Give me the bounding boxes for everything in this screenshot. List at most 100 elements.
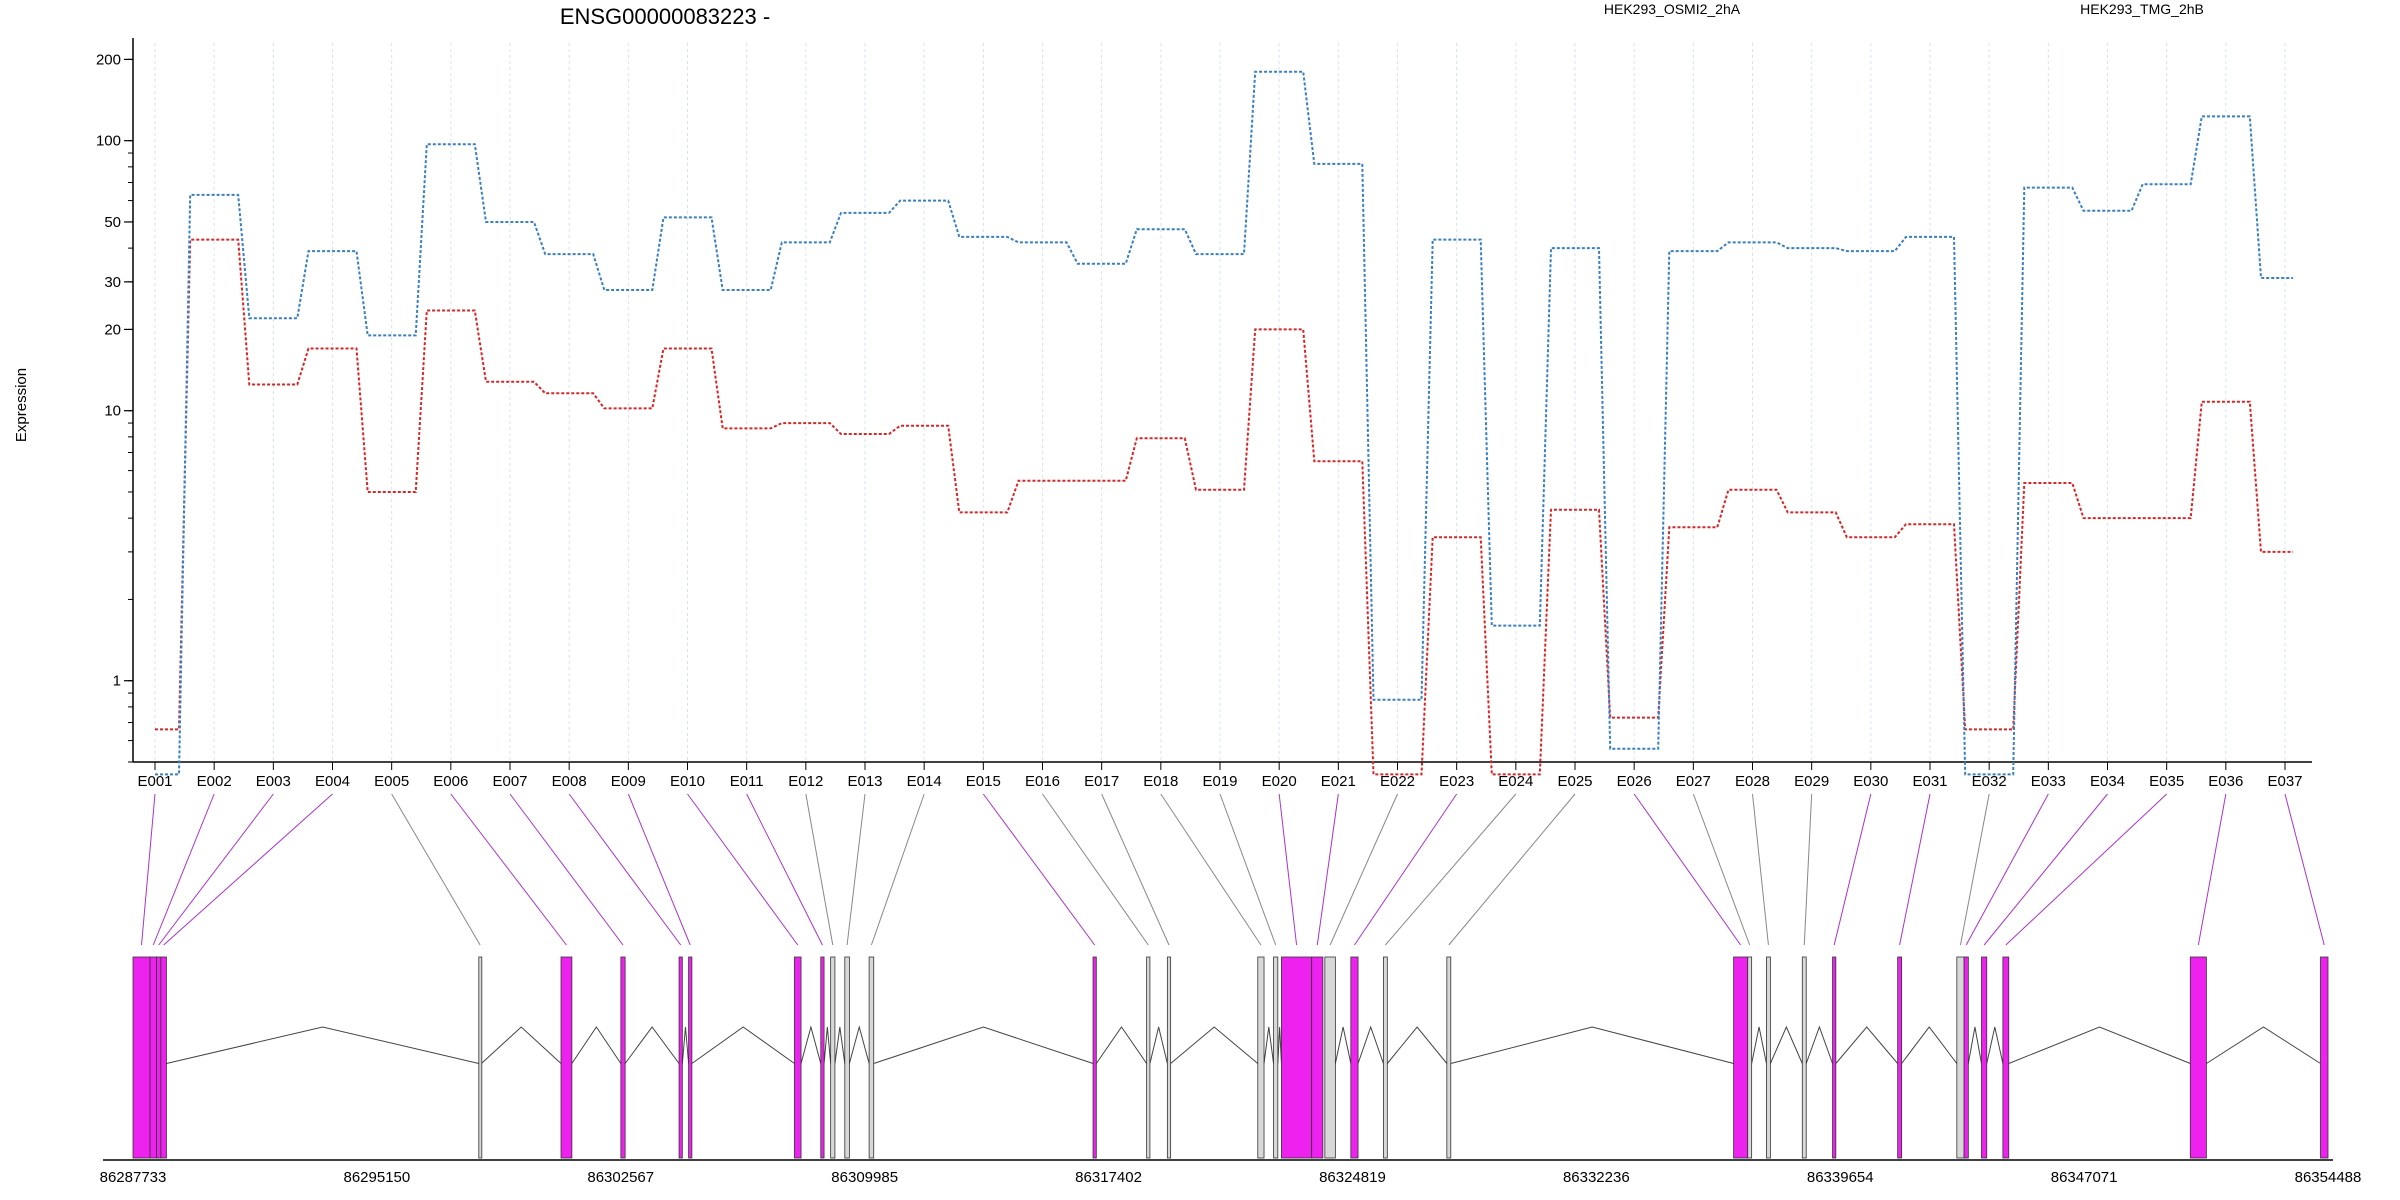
connector-e023 [1354, 793, 1458, 946]
connector-e006 [450, 793, 567, 946]
exon-box-e026 [1733, 956, 1749, 1159]
genome-tick-label: 86287733 [100, 1169, 167, 1186]
x-tick-label-e036: E036 [2208, 773, 2243, 790]
intron-line [848, 1025, 870, 1064]
axes: 1 10 20 30 50 100 200 E001 E002 E003 E004 E005 E006 E… [96, 38, 2312, 790]
exon-box-e030 [1832, 956, 1837, 1159]
y-tick-label: 200 [96, 51, 121, 68]
x-tick-label-e028: E028 [1735, 773, 1770, 790]
connector-e018 [1160, 793, 1262, 946]
x-tick-label-e035: E035 [2149, 773, 2184, 790]
connector-e008 [568, 793, 682, 946]
exon-box-e023 [1350, 956, 1359, 1159]
exon-box-e007 [620, 956, 626, 1159]
intron-line [1357, 1025, 1384, 1064]
intron-line [571, 1026, 622, 1064]
series-line-1 [155, 238, 2293, 776]
x-tick-label-e034: E034 [2090, 773, 2125, 790]
x-tick-label-e037: E037 [2267, 773, 2302, 790]
connector-e037 [2284, 793, 2325, 946]
exon-box-e005 [478, 956, 483, 1159]
exon-box-e036 [2189, 956, 2207, 1159]
x-tick-label-e011: E011 [730, 773, 764, 790]
y-tick-label: 1 [113, 673, 121, 690]
legend-label-series-2: HEK293_TMG_2hB [2080, 1, 2204, 17]
x-tick-label-e001: E001 [137, 773, 172, 790]
x-tick-label-e020: E020 [1262, 773, 1297, 790]
genome-tick-label: 86295150 [344, 1169, 411, 1186]
exon-box-e031 [1897, 956, 1902, 1159]
exon-box-e011 [820, 956, 825, 1159]
connector-e015 [982, 793, 1096, 946]
exon-box-e034 [1981, 956, 1988, 1159]
y-tick-label: 50 [104, 214, 121, 231]
connector-e032 [1959, 793, 1990, 946]
connector-e034 [1983, 793, 2108, 946]
intron-line [1170, 1026, 1259, 1064]
x-tick-label-e032: E032 [1972, 773, 2007, 790]
connector-e020 [1278, 793, 1298, 946]
y-tick-label: 10 [104, 403, 121, 420]
x-tick-label-e015: E015 [966, 773, 1001, 790]
exon-box-e016 [1146, 956, 1151, 1159]
exon-box-e027 [1747, 956, 1753, 1159]
exon-box-e008 [678, 956, 683, 1159]
connector-e017 [1101, 793, 1170, 946]
connector-e033 [1965, 793, 2049, 946]
exon-connectors [141, 793, 2325, 946]
intron-line [681, 1026, 690, 1064]
intron-line [823, 1026, 832, 1064]
intron-line [1095, 1026, 1148, 1064]
x-tick-label-e029: E029 [1794, 773, 1829, 790]
x-tick-label-e027: E027 [1676, 773, 1711, 790]
intron-line [873, 1026, 1094, 1064]
x-tick-label-e004: E004 [315, 773, 350, 790]
exon-box-e006 [560, 956, 573, 1159]
connector-e016 [1042, 793, 1149, 946]
x-tick-label-e007: E007 [492, 773, 527, 790]
legend-label-series-1: HEK293_OSMI2_2hA [1604, 1, 1741, 17]
genome-tick-label: 86309985 [831, 1169, 898, 1186]
exon-box-e037 [2320, 956, 2329, 1159]
x-tick-label-e010: E010 [670, 773, 705, 790]
connector-e013 [846, 793, 866, 946]
connector-e002 [152, 793, 215, 946]
intron-line [834, 1026, 846, 1064]
y-tick-label: 20 [104, 321, 121, 338]
chart-title: ENSG00000083223 - [560, 4, 770, 29]
x-tick-label-e033: E033 [2031, 773, 2066, 790]
exon-box-e029 [1801, 956, 1807, 1159]
exon-box-e002 [149, 956, 157, 1159]
x-tick-label-e021: E021 [1321, 773, 1356, 790]
exon-box-e018 [1257, 956, 1265, 1159]
exon-box-e009 [688, 956, 693, 1159]
intron-line [1386, 1026, 1448, 1064]
genome-tick-label: 86302567 [587, 1169, 654, 1186]
x-tick-label-e026: E026 [1617, 773, 1652, 790]
connector-e004 [163, 793, 333, 946]
connector-e009 [627, 793, 691, 946]
y-axis-label: Expression [13, 368, 30, 442]
y-tick-label: 30 [104, 274, 121, 291]
exon-box-e021 [1311, 956, 1324, 1159]
intron-line [2206, 1026, 2321, 1064]
exon-box-e015 [1092, 956, 1097, 1159]
x-tick-label-e013: E013 [847, 773, 882, 790]
intron-line [1450, 1026, 1734, 1064]
x-tick-label-e009: E009 [611, 773, 646, 790]
connector-e022 [1329, 793, 1398, 946]
connector-e030 [1833, 793, 1872, 946]
x-tick-label-e005: E005 [374, 773, 409, 790]
intron-line [1901, 1026, 1958, 1064]
connector-e027 [1692, 793, 1751, 946]
genome-tick-label: 86339654 [1807, 1169, 1874, 1186]
exon-box-e035 [2002, 956, 2010, 1159]
intron-line [1805, 1025, 1834, 1064]
exon-box-e014 [868, 956, 875, 1159]
exon-box-e024 [1382, 956, 1388, 1159]
connector-e011 [746, 793, 823, 946]
series-line-2 [155, 70, 2293, 776]
intron-line [1751, 1026, 1767, 1064]
exon-box-e025 [1446, 956, 1452, 1159]
